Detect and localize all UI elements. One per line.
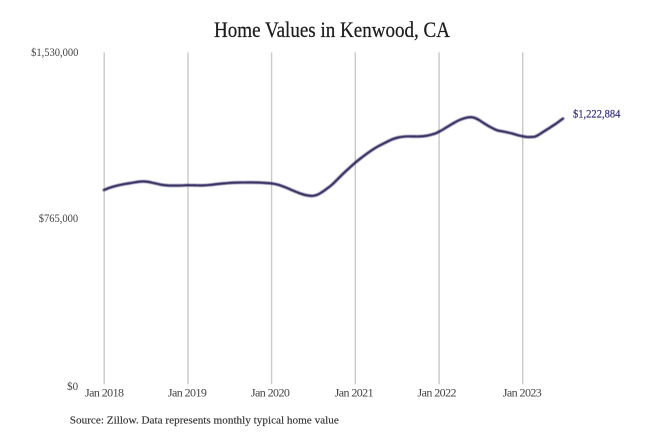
svg-text:$1,530,000: $1,530,000 (31, 45, 78, 59)
svg-text:Jan 2021: Jan 2021 (335, 386, 374, 400)
svg-text:Jan 2020: Jan 2020 (251, 386, 290, 400)
svg-text:Source: Zillow. Data represent: Source: Zillow. Data represents monthly … (70, 414, 339, 426)
svg-text:Jan 2022: Jan 2022 (418, 386, 457, 400)
svg-text:Jan 2023: Jan 2023 (503, 386, 542, 400)
svg-text:Jan 2019: Jan 2019 (168, 386, 207, 400)
svg-text:$765,000: $765,000 (39, 211, 79, 225)
svg-text:Jan 2018: Jan 2018 (85, 386, 124, 400)
svg-text:$0: $0 (67, 379, 78, 393)
svg-text:Home Values in Kenwood, CA: Home Values in Kenwood, CA (214, 17, 450, 42)
svg-text:$1,222,884: $1,222,884 (573, 106, 620, 120)
